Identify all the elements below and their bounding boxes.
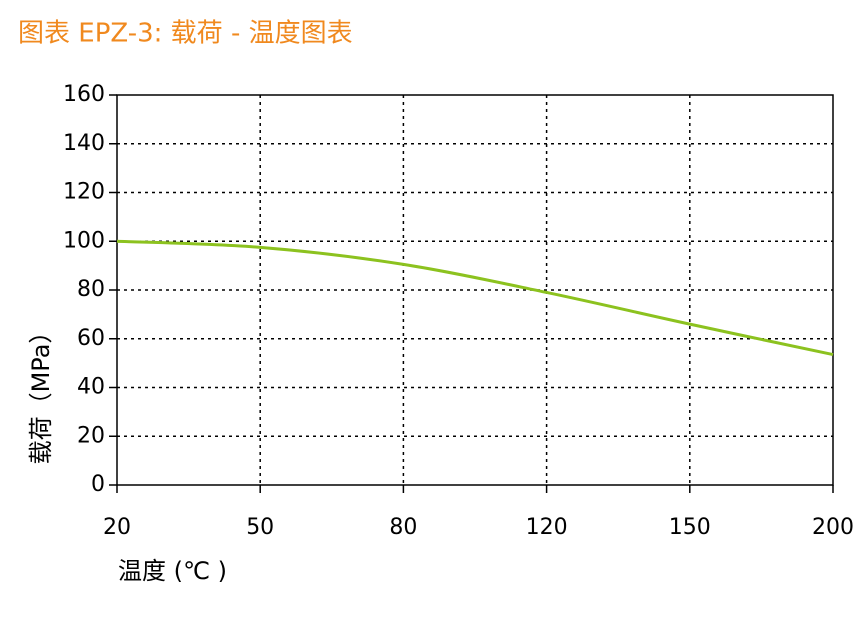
- y-axis-label: 载荷（MPa）: [27, 320, 55, 465]
- y-tick-label: 80: [77, 277, 105, 302]
- y-tick-label: 140: [63, 131, 105, 156]
- x-tick-label: 20: [103, 515, 131, 540]
- x-tick-label: 120: [526, 515, 568, 540]
- y-tick-label: 0: [91, 472, 105, 497]
- x-tick-label: 50: [246, 515, 274, 540]
- y-tick-label: 100: [63, 228, 105, 253]
- data-line: [116, 239, 834, 357]
- y-tick-label: 40: [77, 375, 105, 400]
- x-axis-label: 温度 (℃ ): [118, 557, 227, 585]
- x-tick-label: 150: [669, 515, 711, 540]
- y-tick-label: 20: [77, 423, 105, 448]
- x-tick-label: 80: [389, 515, 417, 540]
- y-tick-label: 160: [63, 82, 105, 107]
- y-tick-label: 60: [77, 326, 105, 351]
- y-tick-label: 120: [63, 180, 105, 205]
- chart-title: 图表 EPZ-3: 载荷 - 温度图表: [18, 19, 353, 49]
- plot-frame: [116, 94, 834, 486]
- x-tick-label: 200: [812, 515, 854, 540]
